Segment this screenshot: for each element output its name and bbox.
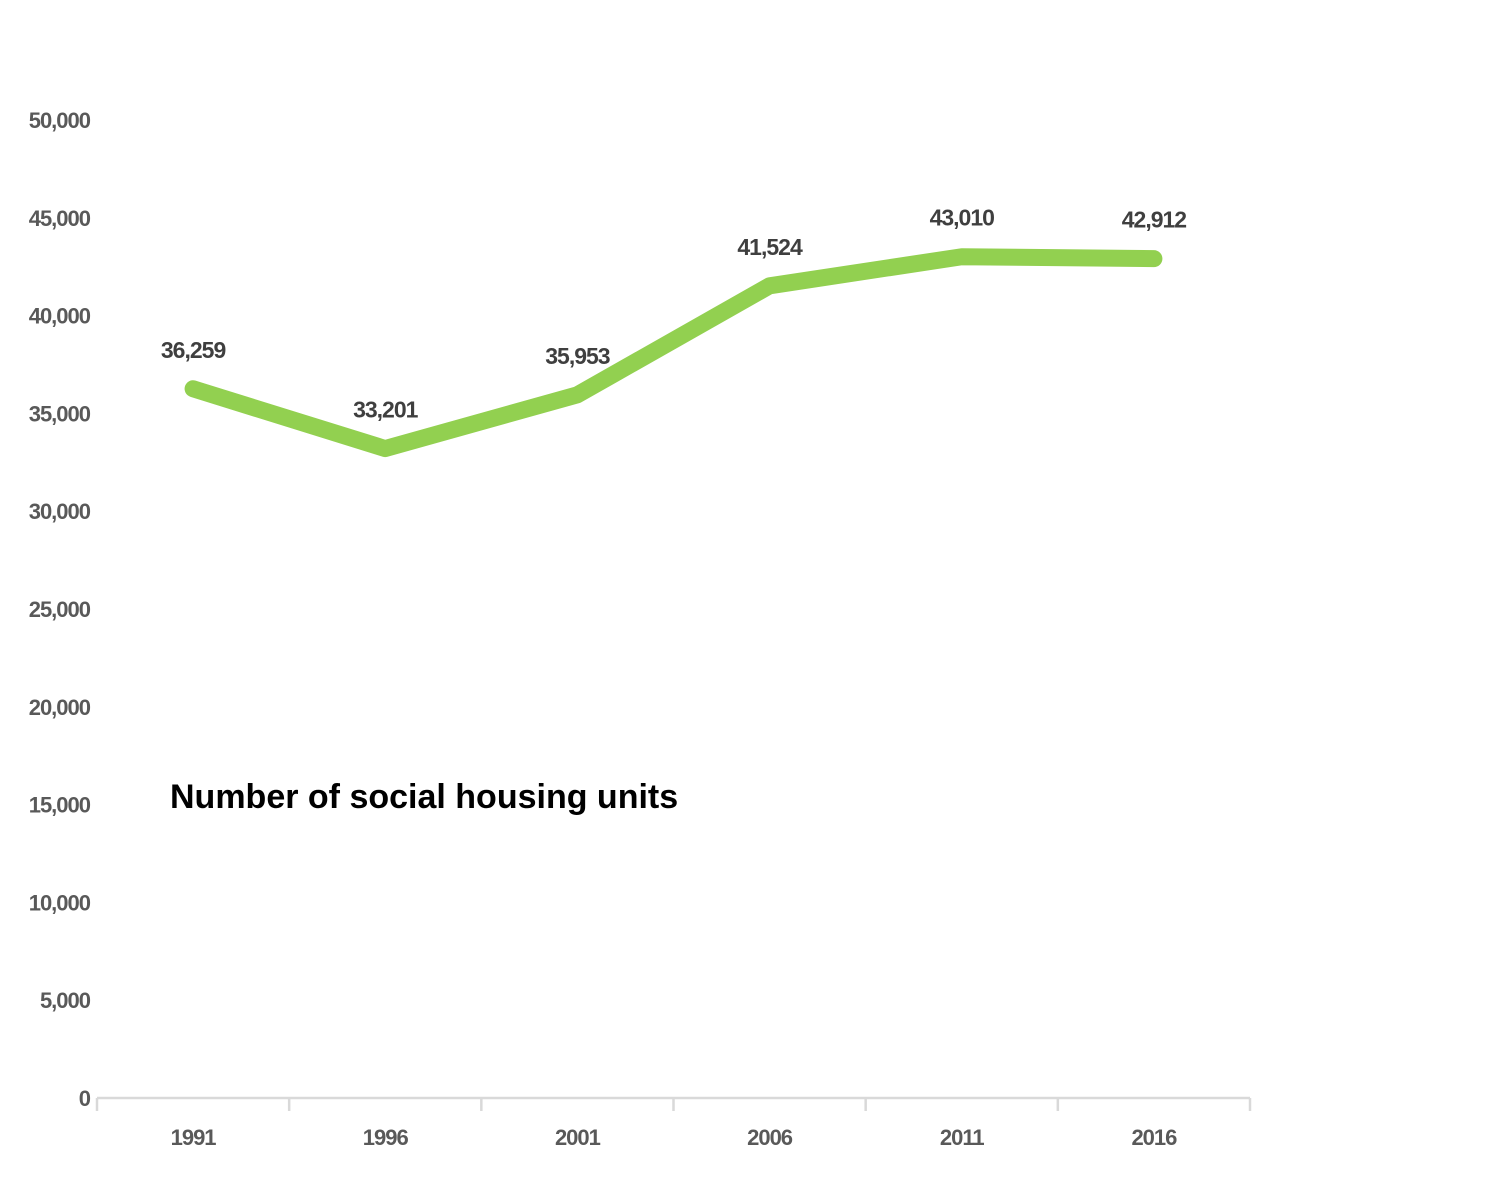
x-axis-tick-label: 2006	[747, 1125, 793, 1150]
series-line	[184, 248, 1163, 458]
data-label: 35,953	[545, 343, 610, 369]
x-axis-tick-label: 2016	[1131, 1125, 1177, 1150]
label-layer: 0 5,000 10,000 15,000 20,000 25,000 30,000 35,0…	[29, 108, 1188, 1150]
y-axis-tick-label: 0	[79, 1086, 91, 1111]
chart-title: Number of social housing units	[170, 778, 679, 816]
x-axis-tick-label: 2011	[940, 1125, 984, 1150]
data-label: 43,010	[930, 205, 995, 231]
y-axis-tick-label: 20,000	[29, 695, 91, 720]
y-axis-tick-label: 40,000	[29, 304, 91, 329]
data-label: 42,912	[1122, 207, 1187, 233]
data-label: 36,259	[161, 337, 226, 363]
x-axis-tick-label: 2001	[555, 1125, 601, 1150]
y-axis-tick-label: 15,000	[29, 793, 91, 818]
y-axis-tick-label: 25,000	[29, 597, 91, 622]
y-axis-tick-label: 10,000	[29, 890, 91, 915]
data-label: 41,524	[737, 234, 803, 260]
x-axis-tick-label: 1991	[171, 1125, 217, 1150]
y-axis-tick-label: 50,000	[29, 108, 91, 133]
y-axis-tick-label: 5,000	[40, 988, 91, 1013]
axis-layer	[95, 1096, 1252, 1111]
y-axis-tick-label: 35,000	[29, 401, 91, 426]
y-axis-tick-label: 30,000	[29, 499, 91, 524]
data-label: 33,201	[353, 397, 419, 423]
y-axis-tick-label: 45,000	[29, 206, 91, 231]
x-axis-tick-label: 1996	[363, 1125, 409, 1150]
series-layer	[184, 248, 1163, 458]
